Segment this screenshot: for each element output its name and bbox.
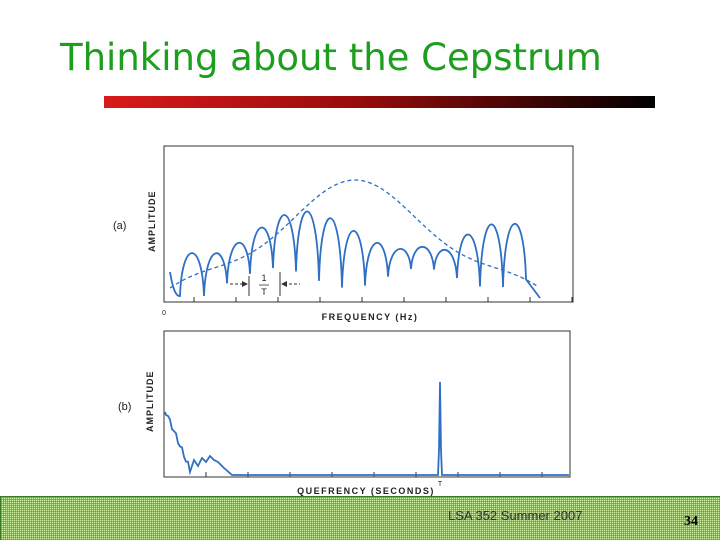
harmonic-spectrum-curve (169, 210, 541, 299)
cepstrum-figure: 1 T (a) AMPLITUDE 0 FREQUENCY (Hz) (b) A… (108, 120, 598, 504)
footer-course-label: LSA 352 Summer 2007 (448, 508, 583, 523)
page-number: 34 (684, 514, 698, 529)
cepstrum-curve (164, 381, 569, 476)
spectral-envelope-curve (169, 179, 539, 289)
panel-b-frame (163, 330, 571, 478)
panel-a-ticks (193, 297, 573, 302)
spacing-label-numerator: 1 (261, 273, 266, 283)
spacing-arrowhead-right (281, 281, 287, 287)
spacing-arrowhead-left (242, 281, 248, 287)
panel-a-x-axis-label: FREQUENCY (Hz) (322, 312, 419, 322)
panel-b-x-axis-label: QUEFRENCY (SECONDS) (297, 486, 435, 496)
panel-b-y-axis-label: AMPLITUDE (145, 371, 155, 433)
panel-a-frame (163, 145, 574, 303)
panel-b-tag: (b) (118, 401, 131, 413)
panel-b: (b) AMPLITUDE T QUEFRENCY (SECONDS) (118, 330, 571, 496)
footer-band (0, 496, 720, 540)
spacing-label-denominator: T (261, 287, 267, 297)
quefrency-peak-label: T (438, 481, 443, 488)
panel-a-y-axis-label: AMPLITUDE (147, 191, 157, 253)
panel-a-origin-label: 0 (162, 310, 166, 317)
slide-title: Thinking about the Cepstrum (60, 36, 602, 79)
harmonic-spacing-marker: 1 T (230, 272, 300, 297)
panel-a-tag: (a) (113, 220, 126, 232)
title-divider (104, 96, 655, 108)
figure-canvas: 1 T (a) AMPLITUDE 0 FREQUENCY (Hz) (b) A… (113, 145, 574, 496)
panel-a: 1 T (a) AMPLITUDE 0 FREQUENCY (Hz) (113, 145, 574, 322)
